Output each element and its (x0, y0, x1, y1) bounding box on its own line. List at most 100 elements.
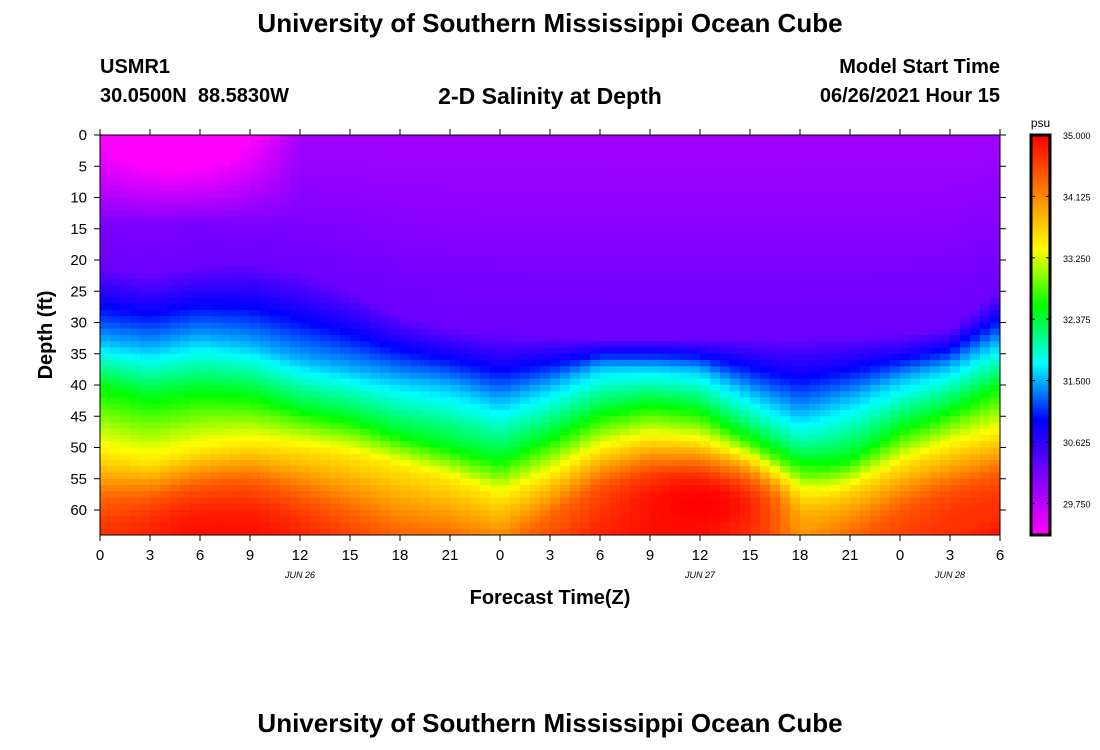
heatmap-cell (430, 222, 441, 230)
heatmap-cell (330, 316, 341, 324)
heatmap-cell (410, 228, 421, 236)
heatmap-cell (990, 316, 1000, 324)
heatmap-cell (540, 135, 551, 142)
heatmap-cell (650, 310, 661, 317)
heatmap-cell (130, 403, 141, 411)
heatmap-cell (350, 147, 361, 155)
heatmap-cell (480, 285, 491, 292)
heatmap-cell (550, 260, 561, 267)
heatmap-cell (380, 360, 391, 367)
heatmap-cell (670, 316, 681, 324)
heatmap-cell (630, 172, 641, 180)
heatmap-cell (830, 247, 841, 255)
heatmap-cell (230, 147, 241, 155)
heatmap-cell (540, 247, 551, 255)
heatmap-cell (850, 291, 861, 299)
heatmap-cell (280, 353, 291, 361)
heatmap-cell (590, 272, 601, 280)
heatmap-cell (370, 453, 381, 461)
heatmap-cell (940, 247, 951, 255)
heatmap-cell (680, 466, 691, 474)
heatmap-cell (460, 428, 471, 436)
heatmap-cell (650, 260, 661, 267)
heatmap-cell (460, 185, 471, 192)
heatmap-cell (320, 453, 331, 461)
heatmap-cell (340, 397, 351, 405)
heatmap-cell (540, 353, 551, 361)
heatmap-cell (850, 328, 861, 336)
heatmap-cell (200, 191, 211, 199)
heatmap-cell (140, 203, 151, 211)
heatmap-cell (530, 241, 541, 249)
heatmap-cell (700, 322, 711, 330)
heatmap-cell (550, 197, 561, 205)
heatmap-cell (960, 341, 971, 349)
heatmap-cell (620, 228, 631, 236)
heatmap-cell (860, 428, 871, 436)
heatmap-cell (270, 335, 281, 342)
heatmap-cell (210, 291, 221, 299)
heatmap-cell (760, 191, 771, 199)
heatmap-cell (910, 366, 921, 374)
heatmap-cell (920, 197, 931, 205)
heatmap-cell (330, 297, 341, 305)
heatmap-cell (380, 316, 391, 324)
heatmap-cell (150, 297, 161, 305)
heatmap-cell (900, 291, 911, 299)
heatmap-cell (270, 403, 281, 411)
heatmap-cell (730, 447, 741, 455)
heatmap-cell (150, 335, 161, 342)
heatmap-cell (680, 410, 691, 417)
heatmap-cell (260, 272, 271, 280)
heatmap-cell (600, 278, 611, 286)
heatmap-cell (190, 366, 201, 374)
heatmap-cell (630, 378, 641, 386)
heatmap-cell (920, 397, 931, 405)
heatmap-cell (700, 185, 711, 192)
heatmap-cell (740, 347, 751, 355)
heatmap-cell (720, 316, 731, 324)
heatmap-cell (320, 378, 331, 386)
heatmap-cell (650, 235, 661, 242)
heatmap-cell (850, 378, 861, 386)
heatmap-cell (640, 253, 651, 261)
heatmap-cell (300, 197, 311, 205)
heatmap-cell (550, 191, 561, 199)
heatmap-cell (780, 360, 791, 367)
heatmap-cell (870, 222, 881, 230)
heatmap-cell (220, 253, 231, 261)
heatmap-cell (130, 303, 141, 311)
heatmap-cell (310, 297, 321, 305)
heatmap-cell (940, 166, 951, 174)
heatmap-cell (480, 335, 491, 342)
heatmap-cell (350, 441, 361, 449)
heatmap-cell (300, 416, 311, 424)
heatmap-cell (580, 472, 591, 480)
heatmap-cell (360, 216, 371, 224)
heatmap-cell (920, 447, 931, 455)
heatmap-cell (120, 478, 131, 486)
heatmap-cell (820, 247, 831, 255)
heatmap-cell (750, 341, 761, 349)
heatmap-cell (540, 372, 551, 380)
heatmap-cell (460, 435, 471, 442)
heatmap-cell (280, 422, 291, 430)
heatmap-cell (420, 278, 431, 286)
heatmap-cell (290, 191, 301, 199)
heatmap-cell (160, 435, 171, 442)
heatmap-cell (460, 385, 471, 392)
heatmap-cell (660, 341, 671, 349)
heatmap-cell (790, 135, 801, 142)
heatmap-cell (510, 197, 521, 205)
heatmap-cell (970, 210, 981, 217)
heatmap-cell (990, 153, 1000, 161)
heatmap-cell (260, 403, 271, 411)
heatmap-cell (810, 228, 821, 236)
heatmap-cell (750, 453, 761, 461)
heatmap-cell (790, 410, 801, 417)
heatmap-cell (950, 141, 961, 149)
heatmap-cell (460, 247, 471, 255)
heatmap-cell (110, 141, 121, 149)
heatmap-cell (640, 260, 651, 267)
heatmap-cell (300, 178, 311, 186)
